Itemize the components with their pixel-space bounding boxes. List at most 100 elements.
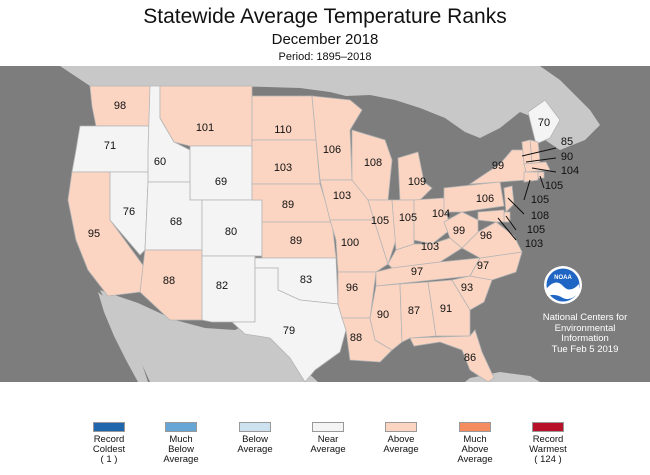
rank-co: 80 bbox=[225, 226, 237, 238]
rank-nd: 110 bbox=[274, 124, 292, 136]
rank-ny: 99 bbox=[492, 160, 504, 172]
legend-label-record-warmest: Record Warmest( 124 ) bbox=[529, 434, 567, 465]
callout-line-md bbox=[497, 217, 517, 241]
us-map-svg: 98 71 95 60 76 101 69 68 88 80 82 110 10… bbox=[0, 66, 650, 382]
callout-line-nj bbox=[507, 197, 525, 215]
legend-swatch-record-warmest bbox=[532, 422, 564, 432]
noaa-logo-text: NOAA bbox=[554, 275, 572, 281]
legend-swatch-above bbox=[385, 422, 417, 432]
state-ga bbox=[427, 279, 471, 337]
rank-md: 103 bbox=[525, 238, 543, 250]
state-mt bbox=[159, 85, 253, 147]
state-ct bbox=[523, 171, 539, 183]
rank-ne: 89 bbox=[282, 199, 294, 211]
state-az bbox=[139, 249, 203, 321]
rank-wv: 99 bbox=[453, 225, 465, 237]
credit-line-2: Environmental bbox=[554, 322, 616, 334]
rank-la: 88 bbox=[350, 332, 362, 344]
rank-sc: 93 bbox=[461, 282, 473, 294]
state-nm bbox=[201, 255, 256, 323]
state-wy bbox=[189, 145, 253, 201]
credit-line-3: Information bbox=[561, 333, 609, 344]
rank-mi: 109 bbox=[408, 176, 426, 188]
canada-landmass bbox=[60, 66, 600, 150]
state-sc bbox=[451, 275, 493, 311]
callout-line-de bbox=[505, 215, 517, 231]
rank-de: 105 bbox=[527, 224, 545, 236]
credit-line-1: National Centers for bbox=[542, 312, 628, 323]
rank-mt: 101 bbox=[196, 122, 214, 134]
state-in bbox=[391, 199, 415, 251]
state-oh bbox=[413, 197, 451, 245]
rank-pa: 106 bbox=[476, 193, 494, 205]
noaa-logo-wave bbox=[547, 282, 579, 300]
rank-tx: 79 bbox=[283, 325, 295, 337]
rank-me: 70 bbox=[538, 117, 550, 129]
baja-landmass bbox=[98, 292, 148, 382]
rank-ia: 103 bbox=[333, 190, 351, 202]
rank-ks: 89 bbox=[290, 235, 302, 247]
legend-swatch-record-coldest bbox=[93, 422, 125, 432]
rank-nc: 97 bbox=[477, 260, 489, 272]
rank-il: 105 bbox=[371, 215, 389, 227]
us-map: 98 71 95 60 76 101 69 68 88 80 82 110 10… bbox=[0, 66, 650, 382]
legend-swatch-below bbox=[239, 422, 271, 432]
state-vt bbox=[521, 139, 533, 165]
rank-or: 71 bbox=[104, 140, 116, 152]
legend-swatch-much-above bbox=[459, 422, 491, 432]
states bbox=[67, 85, 561, 382]
legend-below: Below Average bbox=[210, 422, 300, 455]
legend-label-much-above: Much Above Average bbox=[457, 434, 493, 465]
rank-nj: 108 bbox=[531, 210, 549, 222]
legend-swatch-near bbox=[312, 422, 344, 432]
legend-much-above: Much Above Average bbox=[430, 422, 520, 465]
legend-label-below: Below Average bbox=[237, 434, 273, 455]
rank-az: 88 bbox=[163, 275, 175, 287]
rank-sd: 103 bbox=[274, 162, 292, 174]
rank-ar: 96 bbox=[346, 282, 358, 294]
state-fl bbox=[409, 329, 495, 382]
callout-line-vt bbox=[525, 157, 557, 163]
legend-label-record-coldest: Record Coldest( 1 ) bbox=[92, 434, 126, 465]
legend-label-above: Above Average bbox=[383, 434, 419, 455]
callout-lines bbox=[497, 147, 557, 241]
state-me bbox=[527, 99, 561, 145]
rank-fl: 86 bbox=[464, 352, 476, 364]
rank-al: 87 bbox=[408, 305, 420, 317]
legend: Record Coldest( 1 ) Much Below Average Belo… bbox=[0, 385, 650, 475]
rank-mo: 100 bbox=[341, 237, 359, 249]
callout-line-ct bbox=[523, 179, 531, 201]
mexico-landmass bbox=[100, 290, 318, 382]
rank-nh: 85 bbox=[561, 136, 573, 148]
rank-oh: 104 bbox=[432, 208, 450, 220]
rank-va: 96 bbox=[480, 230, 492, 242]
rank-ms: 90 bbox=[377, 309, 389, 321]
state-mn bbox=[311, 95, 363, 181]
legend-much-below: Much Below Average bbox=[136, 422, 226, 465]
map-period: Period: 1895–2018 bbox=[278, 51, 372, 63]
rank-wy: 69 bbox=[215, 176, 227, 188]
rank-id: 60 bbox=[154, 156, 166, 168]
credit-block: National Centers for Environmental Infor… bbox=[520, 312, 650, 355]
rank-tn: 97 bbox=[411, 266, 423, 278]
legend-swatch-much-below bbox=[165, 422, 197, 432]
rank-vt: 90 bbox=[561, 151, 573, 163]
callout-line-ma bbox=[531, 167, 557, 173]
rank-labels: 98 71 95 60 76 101 69 68 88 80 82 110 10… bbox=[88, 100, 579, 364]
map-title: Statewide Average Temperature Ranks bbox=[143, 5, 507, 28]
state-tx bbox=[230, 267, 347, 382]
rank-in: 105 bbox=[399, 212, 417, 224]
state-il bbox=[367, 199, 397, 266]
callout-line-nh bbox=[521, 147, 557, 157]
rank-ky: 103 bbox=[421, 241, 439, 253]
legend-near: Near Average bbox=[283, 422, 373, 455]
rank-ri: 105 bbox=[545, 180, 563, 192]
rank-wi: 108 bbox=[364, 157, 382, 169]
legend-record-warmest: Record Warmest( 124 ) bbox=[503, 422, 593, 465]
state-md bbox=[477, 209, 505, 223]
rank-ok: 83 bbox=[300, 274, 312, 286]
rank-nm: 82 bbox=[216, 280, 228, 292]
rank-ut: 68 bbox=[170, 216, 182, 228]
rank-ma: 104 bbox=[561, 165, 579, 177]
rank-ca: 95 bbox=[88, 228, 100, 240]
